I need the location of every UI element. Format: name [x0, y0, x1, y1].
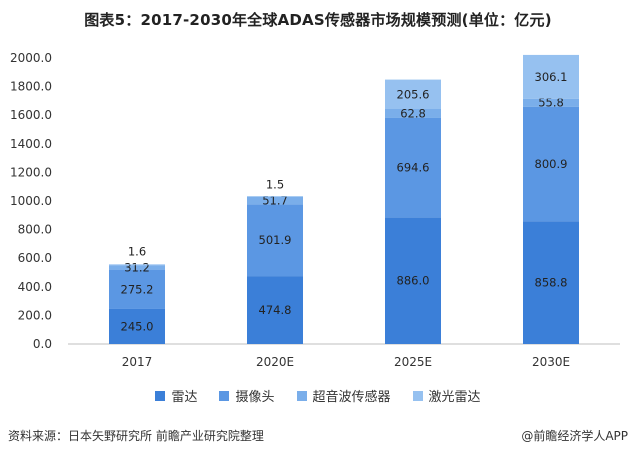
legend-swatch-camera — [219, 390, 230, 401]
y-tick-label: 200.0 — [18, 308, 52, 322]
bar-segment-radar — [523, 221, 579, 344]
data-label-radar: 245.0 — [121, 319, 154, 333]
data-label-ultrasonic: 31.2 — [124, 260, 150, 274]
y-tick-label: 600.0 — [18, 251, 52, 265]
bar-segment-ultrasonic — [109, 265, 165, 270]
bar-segment-radar — [109, 308, 165, 344]
bar-segment-ultrasonic — [247, 196, 303, 205]
bar-segment-lidar — [385, 79, 441, 109]
brand-note: @前瞻经济学人APP — [521, 429, 628, 443]
y-tick-label: 1400.0 — [10, 137, 52, 151]
legend-swatch-radar — [155, 390, 166, 401]
bar-segment-camera — [109, 269, 165, 309]
legend-label-ultrasonic: 超音波传感器 — [312, 390, 391, 405]
y-tick-label: 2000.0 — [10, 51, 52, 65]
data-label-camera: 800.9 — [535, 157, 568, 171]
data-label-radar: 858.8 — [535, 276, 568, 290]
data-label-lidar: 306.1 — [535, 70, 568, 84]
bar-segment-camera — [523, 106, 579, 222]
data-label-camera: 275.2 — [121, 282, 154, 296]
data-label-ultrasonic: 62.8 — [400, 106, 426, 120]
data-label-lidar: 1.6 — [128, 244, 146, 258]
data-label-lidar: 205.6 — [397, 87, 430, 101]
y-tick-label: 0.0 — [33, 337, 52, 351]
legend-swatch-ultrasonic — [296, 390, 307, 401]
bar-segment-lidar — [109, 264, 165, 266]
data-label-camera: 694.6 — [397, 161, 430, 175]
legend-label-radar: 雷达 — [171, 390, 198, 405]
y-tick-label: 1200.0 — [10, 165, 52, 179]
bar-segment-camera — [247, 204, 303, 277]
legend-item-lidar: 激光雷达 — [412, 386, 481, 405]
data-label-radar: 474.8 — [259, 303, 292, 317]
data-label-camera: 501.9 — [259, 233, 292, 247]
y-tick-label: 1600.0 — [10, 108, 52, 122]
legend-swatch-lidar — [412, 390, 423, 401]
bar-segment-lidar — [523, 54, 579, 99]
bar-segment-camera — [385, 117, 441, 218]
chart-title: 图表5：2017-2030年全球ADAS传感器市场规模预测(单位：亿元) — [84, 11, 552, 29]
data-label-ultrasonic: 51.7 — [262, 194, 288, 208]
x-tick-label: 2017 — [122, 355, 153, 369]
bar-segment-radar — [385, 217, 441, 344]
data-label-ultrasonic: 55.8 — [538, 96, 564, 110]
legend-label-camera: 摄像头 — [235, 390, 275, 405]
source-note: 资料来源：日本矢野研究所 前瞻产业研究院整理 — [8, 429, 264, 443]
data-label-radar: 886.0 — [397, 274, 430, 288]
legend-item-ultrasonic: 超音波传感器 — [296, 386, 391, 405]
bar-segment-lidar — [247, 196, 303, 197]
bar-segment-radar — [247, 276, 303, 344]
x-tick-label: 2025E — [394, 355, 432, 369]
chart-legend: 雷达 摄像头 超音波传感器 激光雷达 — [0, 386, 636, 405]
legend-item-radar: 雷达 — [155, 386, 197, 405]
x-tick-label: 2020E — [256, 355, 294, 369]
y-tick-label: 400.0 — [18, 280, 52, 294]
x-tick-label: 2030E — [532, 355, 570, 369]
y-tick-label: 1000.0 — [10, 194, 52, 208]
data-label-lidar: 1.5 — [266, 178, 284, 192]
bar-segment-ultrasonic — [385, 108, 441, 118]
legend-item-camera: 摄像头 — [219, 386, 275, 405]
y-tick-label: 800.0 — [18, 223, 52, 237]
legend-label-lidar: 激光雷达 — [428, 390, 481, 405]
y-tick-label: 1800.0 — [10, 80, 52, 94]
bar-segment-ultrasonic — [523, 98, 579, 107]
